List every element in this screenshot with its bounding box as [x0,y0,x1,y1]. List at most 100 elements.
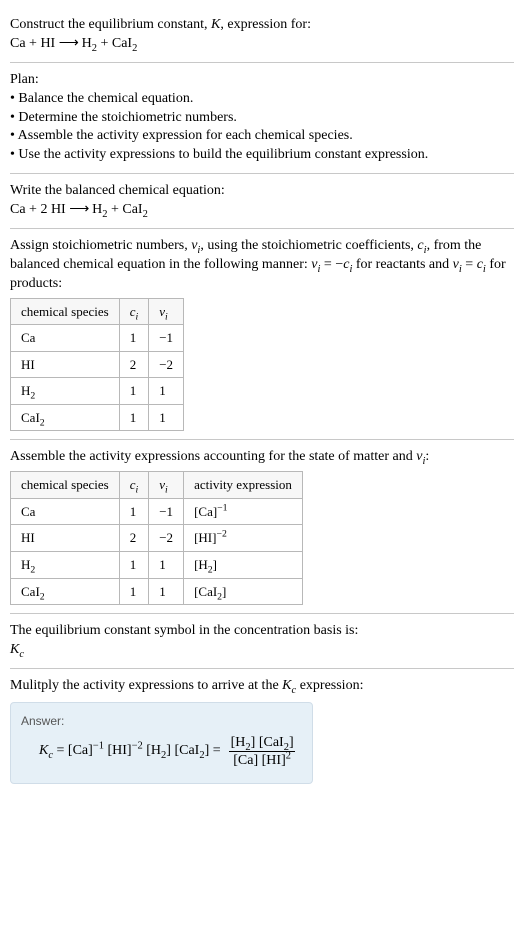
cell-activity: [HI]−2 [184,525,303,552]
answer-box: Answer: Kc = [Ca]−1 [HI]−2 [H2] [CaI2] =… [10,702,313,784]
cell-species: H2 [11,551,120,578]
lhs: Kc = [Ca]−1 [HI]−2 [H2] [CaI2] = [39,742,221,761]
plan-bullet: • Assemble the activity expression for e… [10,127,514,146]
sub: 2 [132,43,137,54]
table-row: CaI211 [11,404,184,431]
col-ci: ci [119,298,149,325]
txt: Assemble the activity expressions accoun… [10,449,416,464]
table-row: Ca1−1[Ca]−1 [11,498,303,525]
section-balanced: Write the balanced chemical equation: Ca… [10,174,514,229]
cell-species: HI [11,525,120,552]
txt: Mulitply the activity expressions to arr… [10,678,282,693]
txt: , using the stoichiometric coefficients, [200,238,417,253]
answer-label: Answer: [21,713,298,729]
prompt-equation: Ca + HI ⟶ H2 + CaI2 [10,35,514,54]
section-prompt: Construct the equilibrium constant, K, e… [10,8,514,63]
cell-ci: 1 [119,378,149,405]
txt: , expression for: [220,17,311,32]
table-row: H211 [11,378,184,405]
rhs2: + CaI [97,36,132,51]
txt: for reactants and [352,257,452,272]
arrow-icon: ⟶ [69,202,88,217]
cell-nui: −1 [149,498,184,525]
sup: −1 [93,741,104,752]
lhs: Ca + 2 HI [10,202,69,217]
rhs: H [89,202,103,217]
txt: : [425,449,429,464]
multiply-text: Mulitply the activity expressions to arr… [10,677,514,696]
symbol-text: The equilibrium constant symbol in the c… [10,622,514,641]
cell-nui: −2 [149,351,184,378]
cell-species: Ca [11,325,120,352]
sub-i: i [165,311,168,322]
txt: [Ca] [HI] [233,753,285,768]
cell-ci: 1 [119,578,149,605]
rhs: H [78,36,92,51]
col-species: chemical species [11,472,120,499]
lhs: Ca + HI [10,36,59,51]
cell-species: H2 [11,378,120,405]
denominator: [Ca] [HI]2 [229,751,295,768]
cell-ci: 1 [119,404,149,431]
cell-ci: 2 [119,525,149,552]
txt: = [462,257,477,272]
activity-paragraph: Assemble the activity expressions accoun… [10,448,514,467]
txt: ] = [205,743,221,758]
fraction: [H2] [CaI2] [Ca] [HI]2 [227,735,298,769]
arrow-icon: ⟶ [59,36,78,51]
txt: = − [320,257,343,272]
cell-species: HI [11,351,120,378]
txt: ] [CaI [251,735,284,750]
cell-nui: −1 [149,325,184,352]
table-row: CaI211[CaI2] [11,578,303,605]
sub: 2 [143,209,148,220]
txt: = [Ca] [53,743,93,758]
table-header-row: chemical species ci νi [11,298,184,325]
answer-equation: Kc = [Ca]−1 [HI]−2 [H2] [CaI2] = [H2] [C… [39,735,298,769]
symbol-Kc: Kc [10,641,514,660]
K: K [39,743,48,758]
cell-species: Ca [11,498,120,525]
txt: ] [289,735,294,750]
cell-ci: 1 [119,498,149,525]
activity-table: chemical species ci νi activity expressi… [10,471,303,605]
table-row: HI2−2[HI]−2 [11,525,303,552]
cell-nui: 1 [149,404,184,431]
txt: Assign stoichiometric numbers, [10,238,191,253]
sup: −2 [132,741,143,752]
section-activity: Assemble the activity expressions accoun… [10,440,514,614]
plan-bullet: • Determine the stoichiometric numbers. [10,109,514,128]
cell-ci: 1 [119,325,149,352]
K: K [282,678,291,693]
section-stoich: Assign stoichiometric numbers, νi , using… [10,229,514,440]
col-nui: νi [149,298,184,325]
col-species: chemical species [11,298,120,325]
col-nui: νi [149,472,184,499]
txt: [H [143,743,161,758]
cell-species: CaI2 [11,578,120,605]
cell-nui: 1 [149,578,184,605]
sub-c: c [19,649,24,660]
txt: ] [CaI [166,743,199,758]
section-plan: Plan: • Balance the chemical equation. •… [10,63,514,174]
balanced-equation: Ca + 2 HI ⟶ H2 + CaI2 [10,201,514,220]
sup: 2 [286,751,291,762]
K: K [10,642,19,657]
txt: [H [231,735,246,750]
K: K [211,17,220,32]
sub-i: i [165,485,168,496]
plan-bullet: • Use the activity expressions to build … [10,146,514,165]
rhs2: + CaI [107,202,142,217]
cell-activity: [Ca]−1 [184,498,303,525]
cell-activity: [CaI2] [184,578,303,605]
balanced-title: Write the balanced chemical equation: [10,182,514,201]
cell-species: CaI2 [11,404,120,431]
plan-bullet: • Balance the chemical equation. [10,90,514,109]
table-row: H211[H2] [11,551,303,578]
txt: expression: [296,678,363,693]
txt: Construct the equilibrium constant, [10,17,211,32]
cell-ci: 1 [119,551,149,578]
table-row: Ca1−1 [11,325,184,352]
cell-nui: −2 [149,525,184,552]
stoich-paragraph: Assign stoichiometric numbers, νi, using… [10,237,514,294]
